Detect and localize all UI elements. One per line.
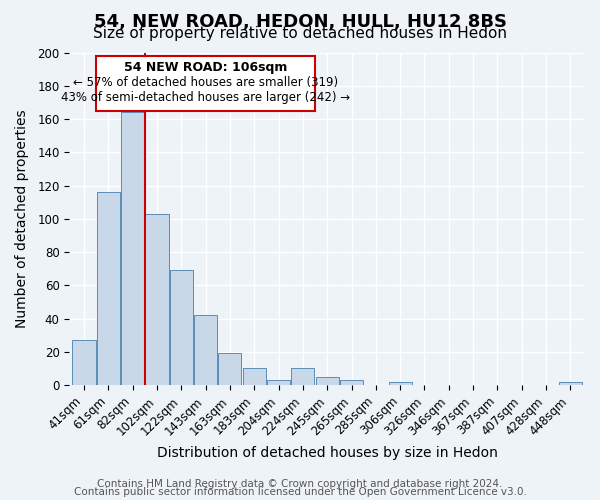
FancyBboxPatch shape — [96, 56, 315, 110]
Bar — [97, 192, 120, 385]
Bar — [194, 315, 217, 385]
Text: Contains HM Land Registry data © Crown copyright and database right 2024.: Contains HM Land Registry data © Crown c… — [97, 479, 503, 489]
Bar — [316, 377, 339, 385]
Text: ← 57% of detached houses are smaller (319): ← 57% of detached houses are smaller (31… — [73, 76, 338, 89]
Text: 54, NEW ROAD, HEDON, HULL, HU12 8BS: 54, NEW ROAD, HEDON, HULL, HU12 8BS — [94, 12, 506, 30]
X-axis label: Distribution of detached houses by size in Hedon: Distribution of detached houses by size … — [157, 446, 497, 460]
Text: 54 NEW ROAD: 106sqm: 54 NEW ROAD: 106sqm — [124, 61, 287, 74]
Y-axis label: Number of detached properties: Number of detached properties — [15, 110, 29, 328]
Bar — [292, 368, 314, 385]
Bar — [145, 214, 169, 385]
Text: Size of property relative to detached houses in Hedon: Size of property relative to detached ho… — [93, 26, 507, 41]
Text: Contains public sector information licensed under the Open Government Licence v3: Contains public sector information licen… — [74, 487, 526, 497]
Text: 43% of semi-detached houses are larger (242) →: 43% of semi-detached houses are larger (… — [61, 91, 350, 104]
Bar — [121, 112, 144, 385]
Bar — [559, 382, 582, 385]
Bar — [218, 354, 241, 385]
Bar — [389, 382, 412, 385]
Bar — [340, 380, 363, 385]
Bar — [73, 340, 95, 385]
Bar — [170, 270, 193, 385]
Bar — [243, 368, 266, 385]
Bar — [267, 380, 290, 385]
